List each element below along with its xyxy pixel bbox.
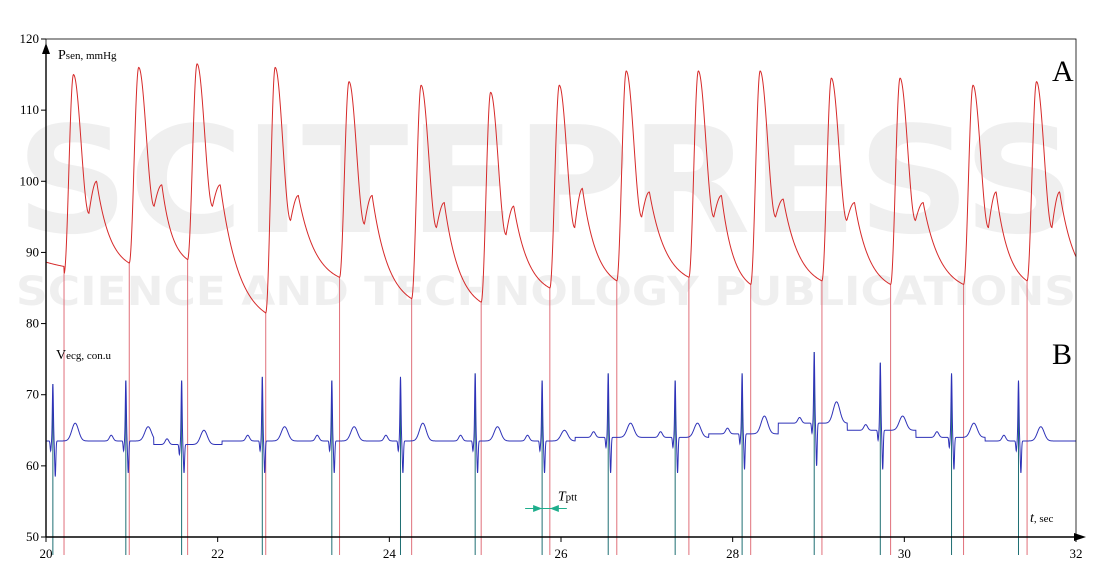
pressure-label-sub: sen, mmHg bbox=[66, 50, 117, 62]
ptt-arrow-head-right bbox=[549, 505, 559, 513]
pressure-series-line bbox=[45, 63, 1077, 314]
y-tick-label: 100 bbox=[20, 173, 40, 188]
y-tick-label: 80 bbox=[26, 316, 39, 331]
ptt-label: Tptt bbox=[558, 490, 577, 505]
ptt-label-sub: ptt bbox=[566, 492, 578, 504]
watermark-line1: SCITEPRESS bbox=[16, 95, 1076, 267]
x-tick-label: 20 bbox=[40, 546, 53, 561]
x-axis-label: t, sec bbox=[1030, 511, 1054, 526]
x-ticks: 20 22 24 26 28 30 32 bbox=[40, 537, 1083, 561]
x-label-unit: , sec bbox=[1034, 513, 1054, 525]
panel-label-b: B bbox=[1052, 338, 1072, 371]
y-tick-label: 50 bbox=[26, 529, 39, 544]
watermark-line2: SCIENCE AND TECHNOLOGY PUBLICATIONS bbox=[16, 269, 1076, 315]
x-tick-label: 26 bbox=[555, 546, 569, 561]
x-label-main: t bbox=[1030, 511, 1035, 526]
y-tick-label: 120 bbox=[20, 31, 40, 46]
pressure-label-main: P bbox=[58, 48, 66, 63]
ptt-arrow-head-left bbox=[533, 505, 543, 513]
y-axis-label-ecg: Vecg, con.u bbox=[56, 348, 112, 363]
x-axis-arrow bbox=[1074, 533, 1086, 541]
ecg-series-line bbox=[46, 352, 1076, 477]
marker-lines bbox=[52, 259, 1028, 555]
y-axis-label-pressure: Psen, mmHg bbox=[58, 48, 117, 63]
x-tick-label: 28 bbox=[726, 546, 739, 561]
x-tick-label: 24 bbox=[383, 546, 397, 561]
y-tick-label: 70 bbox=[26, 387, 39, 402]
x-tick-label: 32 bbox=[1070, 546, 1083, 561]
y-tick-label: 60 bbox=[26, 458, 39, 473]
panel-label-a: A bbox=[1052, 55, 1074, 88]
ptt-label-main: T bbox=[558, 490, 567, 505]
ecg-label-sub: ecg, con.u bbox=[66, 350, 111, 362]
y-tick-label: 90 bbox=[26, 244, 39, 259]
ecg-label-main: V bbox=[56, 348, 66, 363]
y-tick-label: 110 bbox=[20, 102, 39, 117]
y-ticks: 50 60 70 80 90 100 110 120 bbox=[20, 31, 46, 544]
ptt-annotation: Tptt bbox=[525, 490, 577, 513]
watermark: SCITEPRESS SCIENCE AND TECHNOLOGY PUBLIC… bbox=[16, 95, 1076, 315]
x-tick-label: 22 bbox=[211, 546, 224, 561]
y-axis-arrow bbox=[42, 43, 50, 54]
x-tick-label: 30 bbox=[898, 546, 911, 561]
